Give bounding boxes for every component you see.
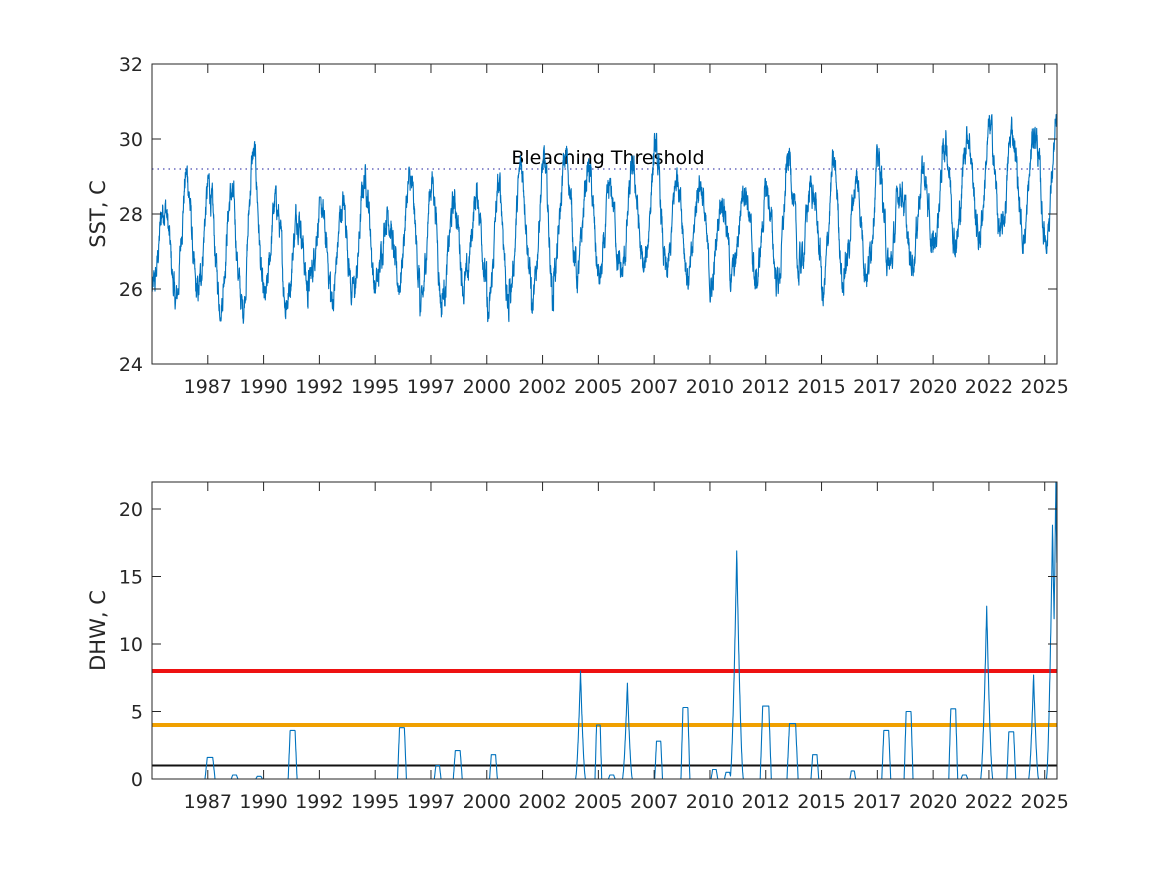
dhw-x-tick-label: 1990	[239, 791, 287, 813]
sst-series	[151, 114, 1058, 324]
sst-x-tick-label: 2000	[463, 376, 511, 398]
sst-y-tick-label: 28	[119, 204, 143, 226]
dhw-x-tick-label: 1992	[295, 791, 343, 813]
bleaching-threshold-label: Bleaching Threshold	[511, 147, 704, 169]
sst-x-tick-label: 2005	[574, 376, 622, 398]
dhw-y-axis-label: DHW, C	[86, 590, 110, 671]
sst-y-tick-label: 32	[119, 54, 143, 76]
dhw-x-ticks: 1987 1990 1992 1995 1997 2000 2002 2005 2007 2010…	[184, 482, 1069, 813]
dhw-x-tick-label: 1995	[351, 791, 399, 813]
dhw-x-tick-label: 2007	[630, 791, 678, 813]
sst-y-axis-label: SST, C	[86, 180, 110, 248]
dhw-x-tick-label: 2015	[797, 791, 845, 813]
dhw-y-ticks: 0 5 10 15 20	[119, 499, 1057, 791]
sst-x-tick-label: 1997	[407, 376, 455, 398]
sst-axes-background	[152, 64, 1057, 364]
sst-x-tick-label: 2017	[853, 376, 901, 398]
sst-x-tick-label: 1992	[295, 376, 343, 398]
sst-x-tick-label: 2007	[630, 376, 678, 398]
dhw-x-tick-label: 2025	[1021, 791, 1069, 813]
dhw-x-tick-label: 1987	[184, 791, 232, 813]
sst-x-tick-label: 2022	[965, 376, 1013, 398]
dhw-x-tick-label: 1997	[407, 791, 455, 813]
sst-x-tick-label: 2012	[742, 376, 790, 398]
dhw-y-tick-label: 10	[119, 634, 143, 656]
dhw-x-tick-label: 2005	[574, 791, 622, 813]
sst-y-tick-label: 26	[119, 279, 143, 301]
sst-y-tick-label: 30	[119, 129, 143, 151]
sst-series-line	[151, 114, 1058, 324]
sst-x-tick-label: 2002	[518, 376, 566, 398]
sst-x-ticks: 1987 1990 1992 1995 1997 2000 2002 2005 2007 2010…	[184, 64, 1069, 398]
dhw-y-tick-label: 5	[131, 702, 143, 724]
sst-x-tick-label: 1990	[239, 376, 287, 398]
dhw-y-tick-label: 20	[119, 499, 143, 521]
sst-x-tick-label: 2015	[797, 376, 845, 398]
dhw-x-tick-label: 2022	[965, 791, 1013, 813]
dhw-x-tick-label: 2020	[909, 791, 957, 813]
dhw-x-tick-label: 2017	[853, 791, 901, 813]
dhw-y-tick-label: 15	[119, 567, 143, 589]
sst-y-ticks: 24 26 28 30 32	[119, 54, 1057, 376]
sst-x-tick-label: 2025	[1021, 376, 1069, 398]
dhw-y-tick-label: 0	[131, 769, 143, 791]
dhw-x-tick-label: 2000	[463, 791, 511, 813]
dhw-axes-background	[152, 482, 1057, 779]
sst-y-tick-label: 24	[119, 354, 143, 376]
sst-x-tick-label: 1987	[184, 376, 232, 398]
dhw-x-tick-label: 2002	[518, 791, 566, 813]
sst-x-tick-label: 2010	[686, 376, 734, 398]
dhw-panel: 0 5 10 15 20 1987 1990 1992 1995 1997 2000 2002 200…	[86, 481, 1069, 813]
sst-x-tick-label: 1995	[351, 376, 399, 398]
dhw-axes-box	[151, 481, 1058, 780]
sst-x-tick-label: 2020	[909, 376, 957, 398]
dhw-x-tick-label: 2010	[686, 791, 734, 813]
dhw-x-tick-label: 2012	[742, 791, 790, 813]
